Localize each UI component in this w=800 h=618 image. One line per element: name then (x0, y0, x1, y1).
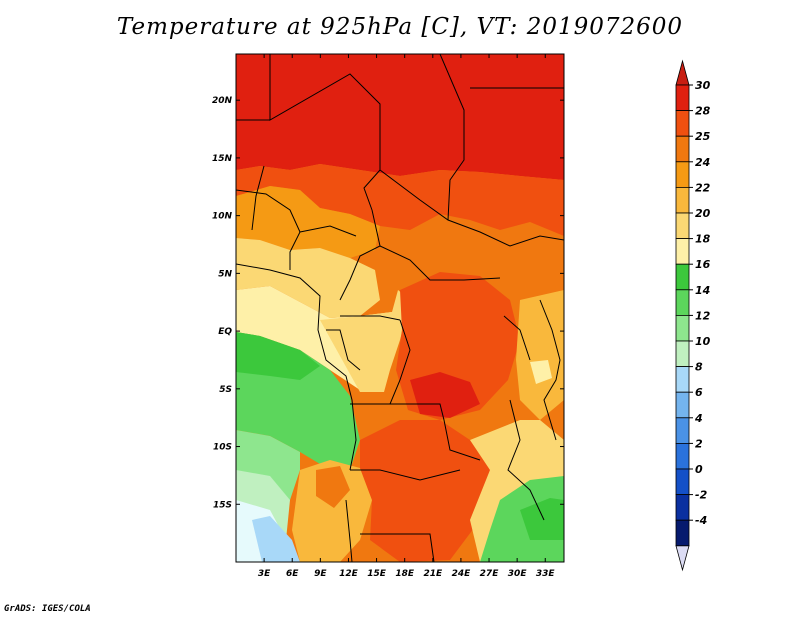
colorbar-label: 8 (695, 361, 703, 374)
colorbar-label: 12 (695, 309, 711, 322)
border-path (360, 533, 435, 562)
border-path (251, 165, 265, 231)
colorbar-swatch (675, 110, 690, 137)
lon-tick-label: 24E (452, 569, 472, 579)
border-path (339, 209, 381, 301)
colorbar-label: -2 (695, 489, 708, 502)
colorbar-swatch (675, 340, 690, 368)
border-path (439, 54, 465, 221)
lon-tick-label: 15E (367, 569, 387, 579)
colorbar-label: 20 (695, 207, 711, 220)
lon-tick-label: 33E (536, 569, 556, 579)
colorbar-swatch (675, 417, 690, 444)
colorbar-swatch (675, 84, 690, 112)
border-path (389, 319, 481, 461)
colorbar-label: 14 (695, 284, 710, 297)
border-path (236, 263, 357, 471)
region-sahel-warm (236, 164, 564, 236)
temperature-map (236, 54, 564, 562)
lat-tick-label: 15N (212, 154, 233, 164)
colorbar-swatch (675, 238, 690, 265)
lon-tick-label: 12E (339, 569, 359, 579)
colorbar-swatch (675, 161, 690, 188)
colorbar-label: 24 (695, 156, 710, 169)
lon-tick-label: 9E (314, 569, 327, 579)
lat-tick-label: 20N (212, 96, 233, 106)
lat-tick-label: 15S (213, 500, 232, 510)
colorbar-label: 0 (695, 463, 703, 476)
region-congo-core (410, 372, 480, 418)
lat-tick-label: EQ (218, 327, 232, 337)
border-path (350, 469, 461, 481)
border-path (340, 315, 401, 321)
lat-tick-label: 10S (213, 443, 232, 453)
border-path (345, 499, 353, 562)
lat-tick-label: 5S (219, 385, 232, 395)
colorbar-swatch (675, 519, 690, 547)
colorbar-swatch (675, 263, 690, 291)
lon-tick-label: 3E (258, 569, 271, 579)
colorbar-label: 16 (695, 258, 711, 271)
border-path (299, 225, 357, 237)
lon-tick-label: 21E (423, 569, 443, 579)
colorbar-top-arrow (675, 59, 690, 86)
colorbar-swatch (675, 468, 690, 496)
region-guinea-coast (236, 238, 380, 318)
region-southeast-green (480, 476, 564, 562)
colorbar-label: 22 (695, 181, 711, 194)
country-borders (236, 54, 564, 562)
region-namibia-warm (292, 460, 372, 562)
colorbar-swatch (675, 135, 690, 163)
lon-tick-label: 6E (286, 569, 299, 579)
lat-tick-label: 5N (218, 269, 232, 279)
region-southeast-dark-green (520, 498, 564, 540)
colorbar-swatch (675, 442, 690, 470)
colorbar-label: 6 (695, 386, 703, 399)
lon-tick-label: 27E (480, 569, 500, 579)
colorbar-label: 2 (695, 437, 703, 450)
colorbar-bottom-arrow (675, 545, 690, 572)
colorbar-label: 25 (695, 130, 711, 143)
colorbar-label: 10 (695, 335, 711, 348)
colorbar-swatch (675, 289, 690, 316)
border-path (236, 189, 301, 270)
footer-credit: GrADS: IGES/COLA (4, 604, 91, 614)
lon-tick-label: 30E (508, 569, 528, 579)
border-path (503, 315, 531, 361)
lat-axis: 20N 15N 10N 5N EQ 5S 10S 15S (212, 96, 564, 510)
colorbar-label: -4 (695, 514, 707, 527)
region-savanna-west (236, 186, 380, 258)
region-southern-orange (360, 420, 490, 562)
colorbar-label: 4 (694, 412, 703, 425)
region-central-pale (320, 290, 410, 392)
lat-tick-label: 10N (212, 212, 233, 222)
border-path (326, 329, 361, 371)
map-title: Temperature at 925hPa [C], VT: 201907260… (116, 14, 684, 40)
lon-tick-label: 18E (395, 569, 415, 579)
region-coldest-southwest (252, 516, 300, 562)
colorbar-label: 30 (695, 79, 711, 92)
region-namibia-hot (316, 466, 350, 508)
colorbar-swatch (675, 366, 690, 393)
colorbar-swatch (675, 212, 690, 240)
colorbar-label: 18 (695, 233, 711, 246)
region-east-highlands (516, 290, 564, 420)
border-path (379, 169, 564, 247)
colorbar-swatch (675, 186, 690, 214)
map-frame (235, 53, 565, 563)
colorbar-swatch (675, 314, 690, 342)
region-angola-dark-green (236, 332, 320, 380)
lon-axis: 3E 6E 9E 12E 15E 18E 21E 24E 27E 30E 33E (258, 54, 556, 579)
lake-victoria (530, 360, 552, 384)
border-path (379, 245, 501, 281)
border-path (507, 399, 545, 521)
colorbar-swatch (675, 391, 690, 419)
border-path (539, 299, 561, 441)
colorbar-label: 28 (695, 105, 711, 118)
colorbar-swatch (675, 494, 690, 521)
region-sahara-hot (236, 54, 564, 180)
